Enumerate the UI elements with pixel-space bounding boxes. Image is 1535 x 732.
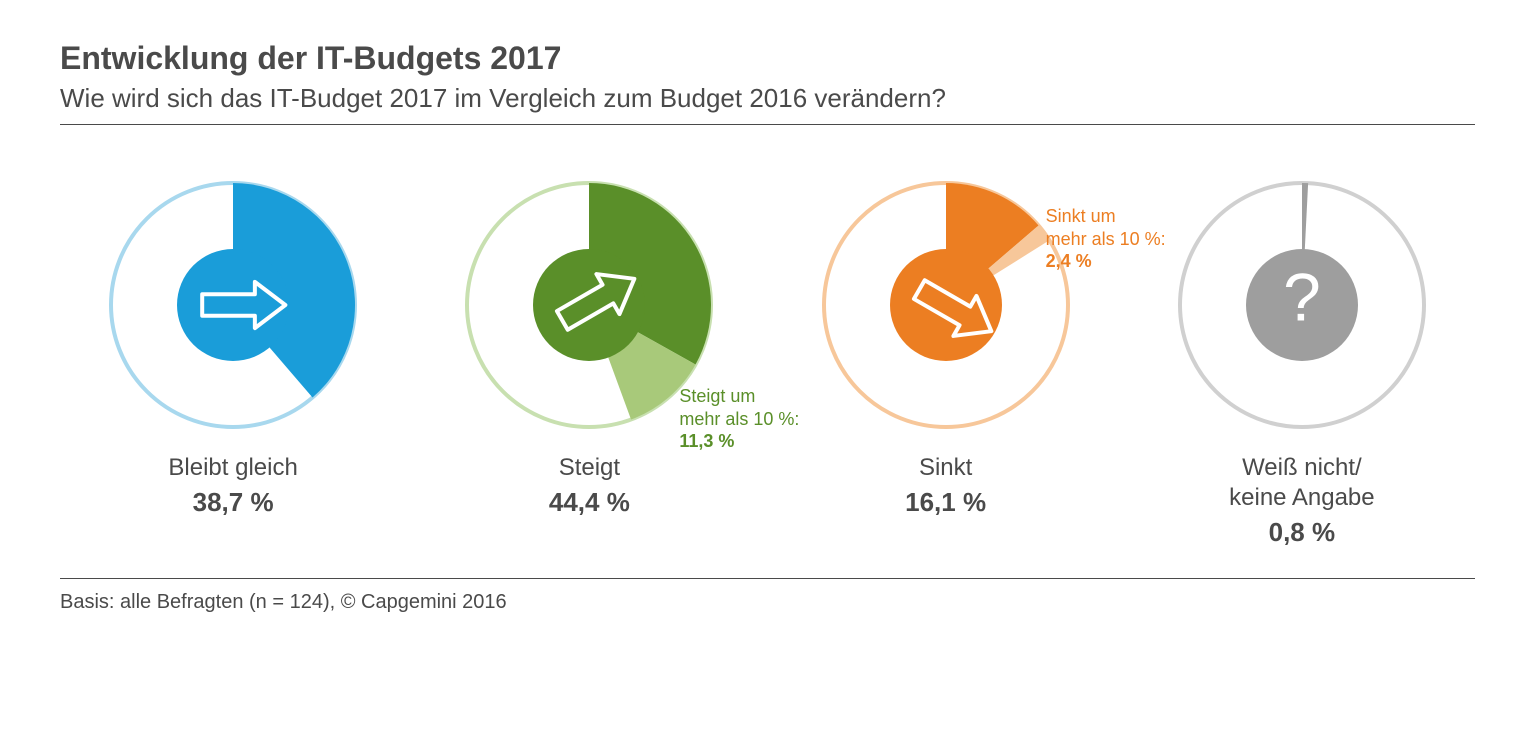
- chart-falling: Sinkt ummehr als 10 %:2,4 % Sinkt 16,1 %: [773, 175, 1119, 548]
- donut-rising: Steigt ummehr als 10 %:11,3 %: [459, 175, 719, 435]
- chart-title: Entwicklung der IT-Budgets 2017: [60, 40, 1475, 77]
- charts-row: Bleibt gleich 38,7 % Steigt ummehr als 1…: [60, 125, 1475, 578]
- value-falling: 16,1 %: [905, 487, 986, 518]
- value-rising: 44,4 %: [549, 487, 630, 518]
- chart-subtitle: Wie wird sich das IT-Budget 2017 im Verg…: [60, 83, 1475, 114]
- chart-unknown: ? Weiß nicht/keine Angabe 0,8 %: [1129, 175, 1475, 548]
- donut-same: [103, 175, 363, 435]
- chart-same: Bleibt gleich 38,7 %: [60, 175, 406, 548]
- chart-rising: Steigt ummehr als 10 %:11,3 % Steigt 44,…: [416, 175, 762, 548]
- donut-falling: Sinkt ummehr als 10 %:2,4 %: [816, 175, 1076, 435]
- label-same: Bleibt gleich: [168, 453, 297, 483]
- donut-unknown: ?: [1172, 175, 1432, 435]
- value-same: 38,7 %: [193, 487, 274, 518]
- divider-bottom: [60, 578, 1475, 579]
- label-unknown: Weiß nicht/keine Angabe: [1229, 453, 1374, 513]
- label-rising: Steigt: [559, 453, 620, 483]
- svg-text:?: ?: [1283, 260, 1321, 335]
- value-unknown: 0,8 %: [1269, 517, 1336, 548]
- label-falling: Sinkt: [919, 453, 972, 483]
- chart-footer: Basis: alle Befragten (n = 124), © Capge…: [60, 591, 1475, 614]
